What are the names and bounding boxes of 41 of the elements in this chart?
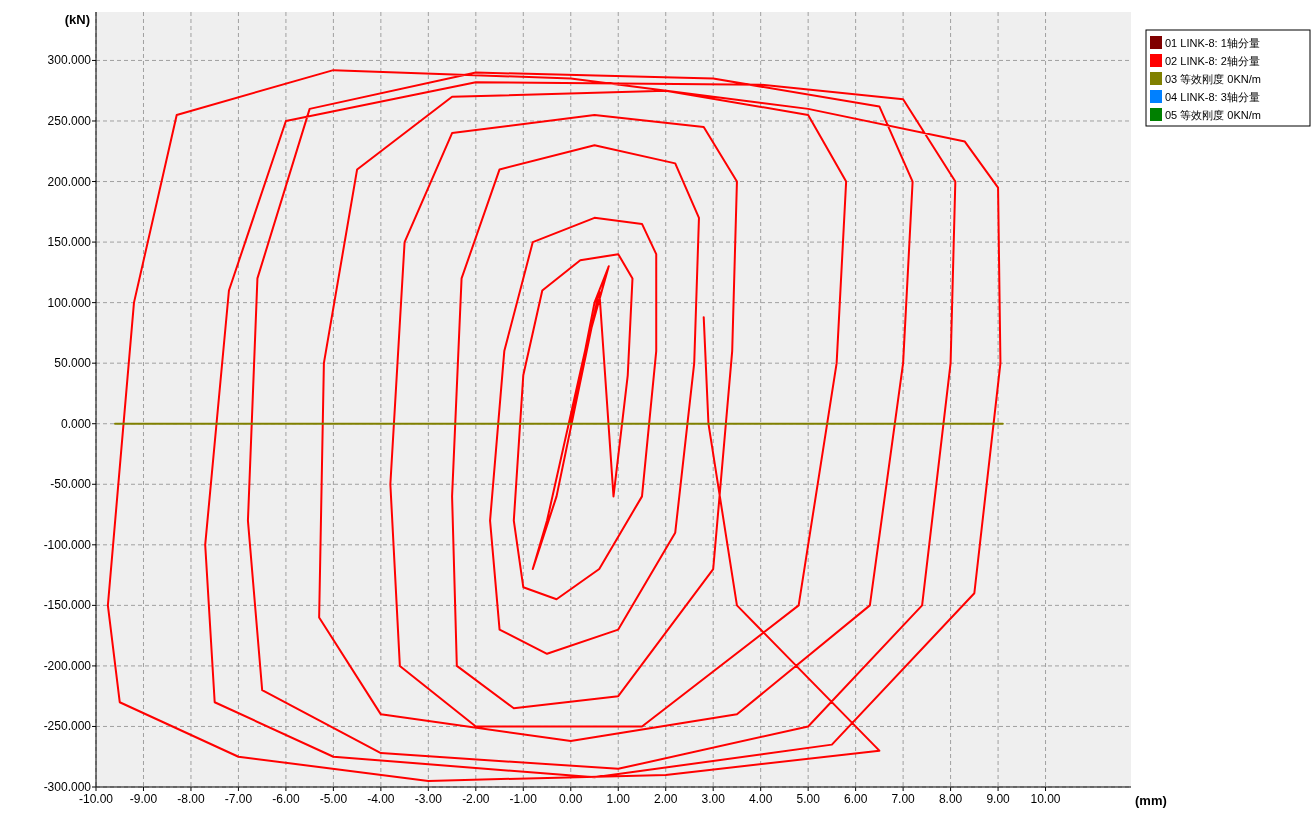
legend-label: 01 LINK-8: 1轴分量 (1165, 37, 1260, 49)
y-tick-label: -250.000 (43, 719, 92, 734)
x-axis-title: (mm) (1135, 793, 1167, 808)
y-tick-label: -300.000 (43, 780, 92, 794)
x-tick-label: -9.00 (129, 792, 158, 806)
x-tick-label: -10.00 (78, 792, 114, 806)
y-tick-label: -100.000 (43, 537, 92, 552)
x-tick-label: 3.00 (701, 792, 726, 806)
y-tick-label: 150.000 (47, 235, 92, 250)
x-tick-label: -7.00 (224, 792, 253, 806)
x-tick-label: 1.00 (606, 792, 631, 806)
y-axis-title: (kN) (64, 12, 90, 27)
y-tick-label: -50.000 (50, 477, 92, 492)
y-tick-label: -200.000 (43, 658, 92, 673)
y-tick-label: 100.000 (47, 295, 92, 310)
x-tick-label: 5.00 (796, 792, 821, 806)
legend-label: 04 LINK-8: 3轴分量 (1165, 91, 1260, 103)
y-tick-label: 300.000 (47, 53, 92, 68)
y-tick-label: 200.000 (47, 174, 92, 189)
x-tick-label: -6.00 (272, 792, 300, 806)
x-tick-label: 6.00 (843, 792, 868, 806)
x-tick-label: 4.00 (749, 792, 773, 806)
x-tick-label: 7.00 (891, 792, 916, 806)
x-tick-label: -3.00 (414, 792, 443, 806)
legend-label: 03 等效刚度 0KN/m (1165, 73, 1261, 85)
x-tick-label: -8.00 (177, 792, 205, 806)
y-tick-label: 250.000 (47, 113, 92, 128)
x-tick-label: -2.00 (462, 792, 490, 806)
y-tick-label: 50.000 (54, 356, 92, 371)
x-tick-label: 8.00 (938, 792, 963, 806)
legend-label: 02 LINK-8: 2轴分量 (1165, 55, 1260, 67)
x-tick-label: -5.00 (319, 792, 348, 806)
y-tick-label: 0.000 (60, 416, 92, 431)
x-tick-label: 10.00 (1030, 792, 1061, 806)
x-tick-label: 0.00 (559, 792, 583, 806)
x-tick-label: 9.00 (986, 792, 1011, 806)
x-tick-label: -4.00 (367, 792, 395, 806)
y-tick-label: -150.000 (43, 598, 92, 613)
x-tick-label: 2.00 (654, 792, 678, 806)
legend-label: 05 等效刚度 0KN/m (1165, 109, 1261, 121)
x-tick-label: -1.00 (509, 792, 538, 806)
